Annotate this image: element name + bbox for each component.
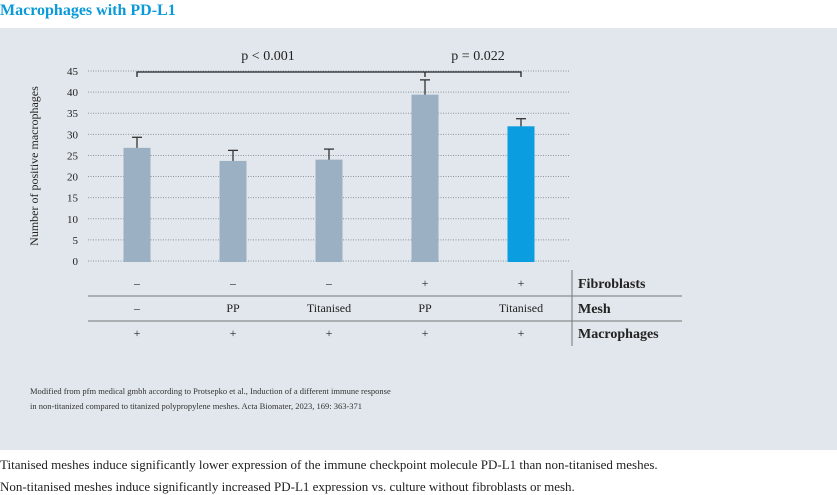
- y-tick-label: 0: [73, 256, 79, 268]
- y-tick-label: 30: [67, 129, 79, 141]
- condition-cell: PP: [418, 301, 432, 315]
- bar: [315, 159, 343, 262]
- y-tick-label: 35: [67, 108, 79, 120]
- condition-label: Mesh: [578, 302, 611, 317]
- condition-cell: –: [229, 276, 237, 290]
- condition-cell: PP: [226, 301, 240, 315]
- y-tick-label: 25: [67, 150, 79, 162]
- y-tick-label: 5: [73, 235, 79, 247]
- condition-cell: +: [422, 276, 429, 290]
- condition-cell: +: [518, 276, 525, 290]
- caption-line-2: Non-titanised meshes induce significantl…: [0, 479, 575, 494]
- footnote-line-1: Modified from pfm medical gmbh according…: [30, 386, 391, 396]
- condition-cell: –: [325, 276, 333, 290]
- y-axis-label: Number of positive macrophages: [27, 86, 41, 246]
- condition-cell: +: [326, 326, 333, 340]
- significance-bracket: [136, 71, 522, 77]
- condition-cell: –: [133, 276, 141, 290]
- y-tick-label: 45: [67, 66, 79, 78]
- y-tick-label: 10: [67, 214, 79, 226]
- y-tick-label: 20: [67, 172, 79, 184]
- condition-cell: +: [518, 326, 525, 340]
- condition-label: Macrophages: [578, 327, 659, 342]
- bar-chart: 0 5 10 15 20 25 30 35 40 45 Number of positive mac…: [27, 49, 682, 346]
- condition-cell: +: [422, 326, 429, 340]
- p-value-label: p = 0.022: [451, 49, 504, 64]
- chart-title: Macrophages with PD-L1: [0, 2, 176, 19]
- bar: [507, 126, 535, 262]
- bar: [219, 160, 247, 262]
- condition-cell: Titanised: [307, 301, 351, 315]
- y-tick-label: 40: [67, 87, 79, 99]
- p-value-label: p < 0.001: [241, 49, 294, 64]
- bar: [123, 147, 151, 262]
- condition-cell: +: [134, 326, 141, 340]
- caption-line-1: Titanised meshes induce significantly lo…: [0, 457, 658, 472]
- condition-cell: Titanised: [499, 301, 543, 315]
- y-tick-label: 15: [67, 193, 79, 205]
- condition-label: Fibroblasts: [578, 277, 646, 292]
- bar: [411, 94, 439, 263]
- footnote-line-2: in non-titanized compared to titanized p…: [30, 401, 363, 411]
- condition-cell: +: [230, 326, 237, 340]
- condition-cell: –: [133, 301, 141, 315]
